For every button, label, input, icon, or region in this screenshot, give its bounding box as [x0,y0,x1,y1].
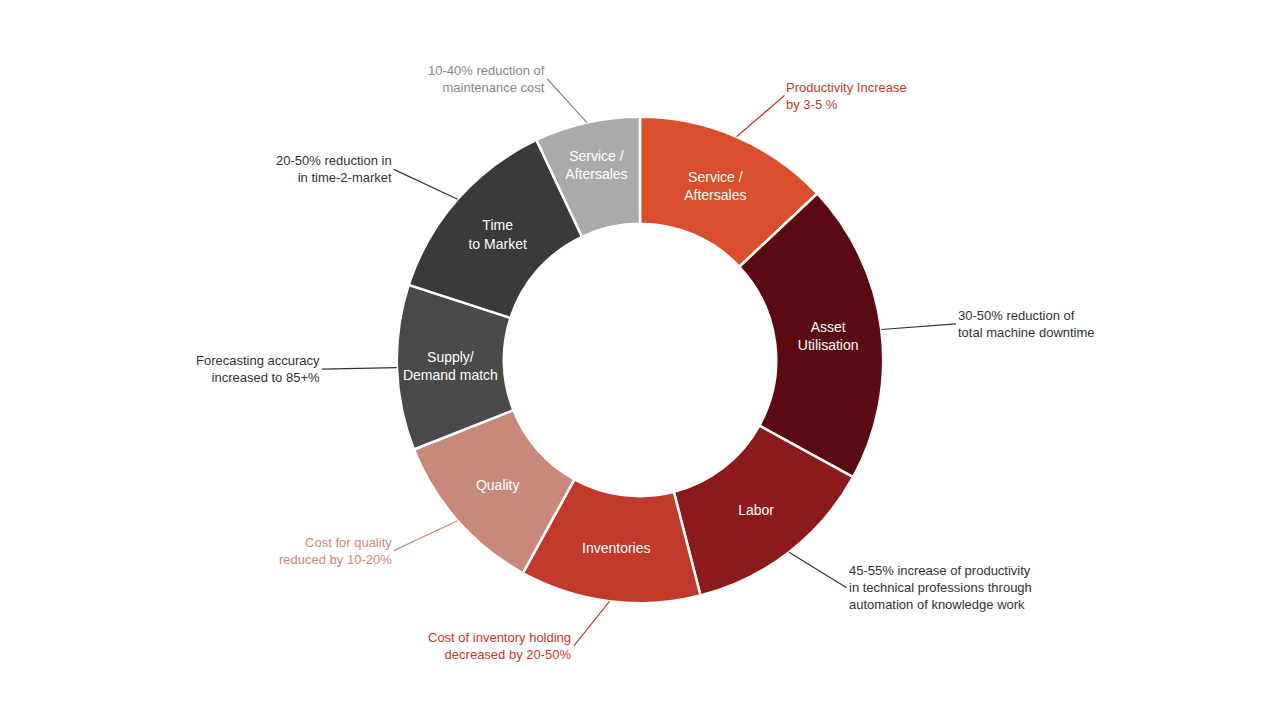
svg-text:Cost for qualityreduced by 10-: Cost for qualityreduced by 10-20% [279,535,392,567]
svg-text:30-50% reduction oftotal machi: 30-50% reduction oftotal machine downtim… [958,308,1095,340]
svg-text:45-55% increase of productivit: 45-55% increase of productivityin techni… [849,563,1032,612]
svg-text:Productivity Increaseby 3-5 %: Productivity Increaseby 3-5 % [786,80,907,112]
svg-text:Quality: Quality [476,477,520,493]
svg-text:Forecasting accuracyincreased: Forecasting accuracyincreased to 85+% [196,353,320,385]
svg-text:10-40% reduction ofmaintenance: 10-40% reduction ofmaintenance cost [428,63,545,95]
svg-text:20-50% reduction inin time-2-m: 20-50% reduction inin time-2-market [276,153,392,185]
svg-text:Cost of inventory holdingdecre: Cost of inventory holdingdecreased by 20… [428,630,572,662]
svg-text:Labor: Labor [738,502,774,518]
svg-text:Inventories: Inventories [582,540,650,556]
svg-text:AssetUtilisation: AssetUtilisation [798,319,859,353]
svg-text:Supply/Demand match: Supply/Demand match [403,349,498,383]
svg-text:Service /Aftersales: Service /Aftersales [565,148,627,182]
svg-text:Service /Aftersales: Service /Aftersales [684,169,746,203]
svg-text:Timeto Market: Timeto Market [468,217,526,251]
